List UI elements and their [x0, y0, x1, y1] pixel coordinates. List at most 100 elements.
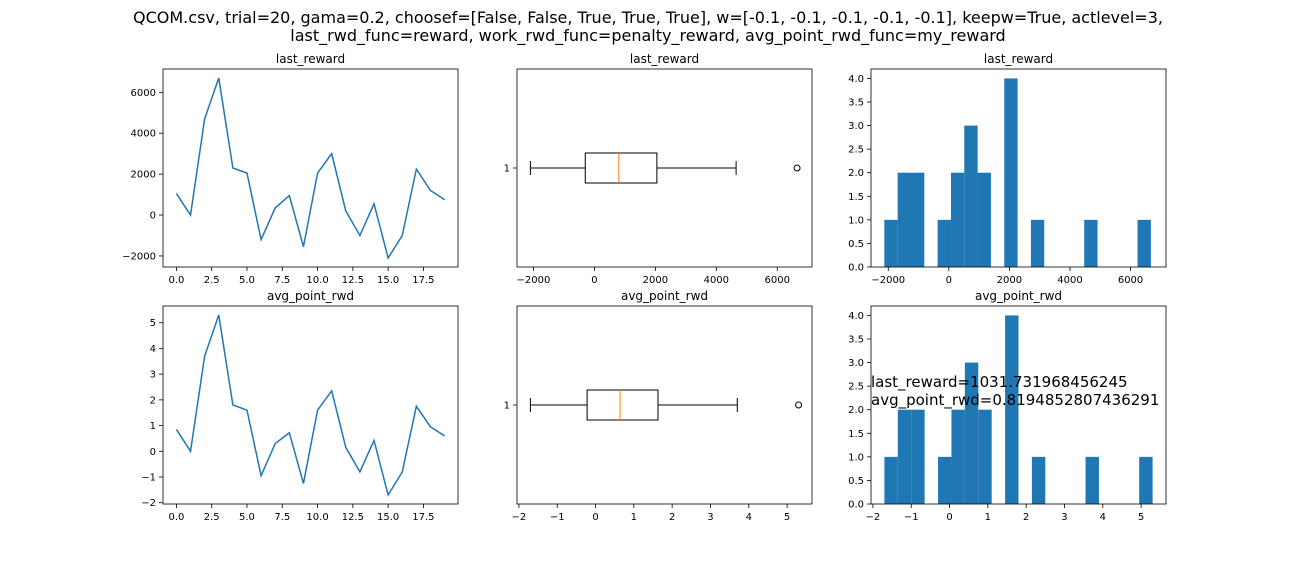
y-tick-label: 3.5 — [848, 98, 864, 109]
axes-frame — [162, 305, 459, 505]
x-tick-label: 2 — [1023, 512, 1029, 523]
histogram-bar — [964, 125, 978, 267]
histogram-bar — [1084, 219, 1098, 267]
x-tick-label: 5 — [784, 512, 790, 523]
subplot-title: avg_point_rwd — [621, 289, 708, 303]
y-tick-label: 0.5 — [848, 476, 864, 487]
y-tick-label: 4000 — [131, 129, 156, 140]
histogram-bar — [884, 219, 898, 267]
x-tick-label: 1 — [631, 512, 637, 523]
y-tick-label: 1.5 — [848, 429, 864, 440]
x-tick-label: 12.5 — [342, 512, 364, 523]
subplot-title: last_reward — [984, 52, 1053, 66]
x-tick-label: −1 — [904, 512, 919, 523]
box-iqr — [584, 152, 658, 184]
y-tick-label: 6000 — [131, 88, 156, 99]
histogram-bar — [977, 172, 991, 267]
y-tick-label: 2.0 — [848, 168, 864, 179]
y-tick-label: 3 — [150, 370, 156, 381]
x-tick-label: −2000 — [517, 275, 551, 286]
subplot-title: avg_point_rwd — [267, 289, 354, 303]
x-tick-label: 5.0 — [239, 275, 255, 286]
histogram-bar — [1030, 219, 1045, 267]
histogram-bar — [884, 456, 898, 504]
y-tick-label: −2000 — [122, 251, 156, 262]
x-tick-label: 4 — [1100, 512, 1106, 523]
x-tick-label: 5 — [1138, 512, 1144, 523]
subplot-3: last_reward −2000 0 2000 4000 6000 0.0 0.5 1.0 1.… — [848, 52, 1167, 286]
x-tick-label: 12.5 — [342, 275, 364, 286]
y-tick-label: 3.5 — [848, 335, 864, 346]
figure-title-line-1: QCOM.csv, trial=20, gama=0.2, choosef=[F… — [133, 8, 1163, 27]
x-tick-label: 15.0 — [377, 512, 399, 523]
x-tick-label: 5.0 — [239, 512, 255, 523]
subplot-2: last_reward 1 −2000 0 2000 4000 6000 — [504, 52, 813, 286]
x-tick-label: 0 — [946, 512, 952, 523]
y-tick-label: 0.5 — [848, 239, 864, 250]
subplot-5: avg_point_rwd 1 −2 −1 0 1 2 3 4 5 — [504, 289, 813, 523]
y-tick-label: 1.0 — [848, 452, 864, 463]
annotation-avg-point-rwd: avg_point_rwd=0.8194852807436291 — [871, 391, 1159, 410]
histogram-bar — [1085, 456, 1099, 504]
x-tick-label: 0 — [592, 512, 598, 523]
y-tick-label: 2.0 — [848, 405, 864, 416]
histogram-bar — [911, 409, 925, 504]
y-tick-label: 2.5 — [848, 382, 864, 393]
y-tick-label: 4.0 — [848, 311, 864, 322]
y-tick-label: 4 — [150, 344, 156, 355]
x-tick-label: 1 — [985, 512, 991, 523]
y-tick-label: 0.0 — [848, 500, 864, 511]
y-tick-label: 0.0 — [848, 263, 864, 274]
x-tick-label: 0 — [591, 275, 597, 286]
histogram-bar — [897, 409, 912, 504]
y-tick-label: 2 — [150, 395, 156, 406]
line-series — [175, 314, 445, 497]
histogram-bar — [1005, 315, 1019, 504]
subplot-1: last_reward 0.0 2.5 5.0 7.5 10.0 12.5 15.0 17.5 −… — [122, 52, 459, 286]
x-tick-label: 3 — [1061, 512, 1067, 523]
x-tick-label: 0.0 — [168, 275, 184, 286]
x-tick-label: 15.0 — [377, 275, 399, 286]
x-tick-label: 0 — [946, 275, 952, 286]
x-tick-label: 2 — [669, 512, 675, 523]
y-tick-label: 1.5 — [848, 192, 864, 203]
subplot-6: avg_point_rwd −2 −1 0 1 2 3 4 5 0.0 0.5 1.0 1.5 2.0 2.… — [848, 289, 1167, 523]
outlier-point — [793, 164, 801, 172]
histogram-bar — [937, 219, 951, 267]
y-tick-label: 5 — [150, 318, 156, 329]
x-tick-label: 4000 — [1057, 275, 1082, 286]
x-tick-label: 2.5 — [204, 275, 220, 286]
axes-frame — [870, 305, 1167, 505]
x-tick-label: 10.0 — [306, 275, 328, 286]
histogram-bar — [950, 172, 965, 267]
histogram-bar — [1031, 456, 1046, 504]
x-tick-label: 7.5 — [274, 512, 290, 523]
x-tick-label: 2000 — [643, 275, 668, 286]
x-tick-label: 17.5 — [412, 512, 434, 523]
y-tick-label: 1 — [150, 421, 156, 432]
x-tick-label: 17.5 — [412, 275, 434, 286]
histogram-bar — [978, 409, 992, 504]
axes-frame — [516, 68, 813, 268]
x-tick-label: 2000 — [997, 275, 1022, 286]
x-tick-label: 0.0 — [168, 512, 184, 523]
histogram-bar — [897, 172, 911, 267]
y-tick-label: 2000 — [131, 170, 156, 181]
x-tick-label: −2 — [512, 512, 527, 523]
y-tick-label: −1 — [141, 473, 156, 484]
axes-frame — [162, 68, 459, 268]
subplot-title: last_reward — [630, 52, 699, 66]
axes-frame — [870, 68, 1167, 268]
y-tick-label: 1 — [504, 401, 510, 412]
histogram-bar — [1139, 456, 1153, 504]
y-tick-label: 3.0 — [848, 121, 864, 132]
x-tick-label: 3 — [707, 512, 713, 523]
y-tick-label: 3.0 — [848, 358, 864, 369]
y-tick-label: 1.0 — [848, 215, 864, 226]
y-tick-label: −2 — [141, 498, 156, 509]
y-tick-label: 0 — [150, 211, 156, 222]
y-tick-label: 2.5 — [848, 145, 864, 156]
outlier-point — [795, 401, 803, 409]
histogram-bar — [951, 409, 965, 504]
